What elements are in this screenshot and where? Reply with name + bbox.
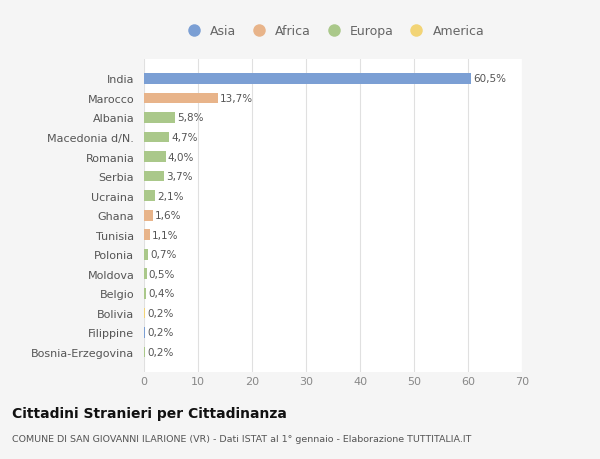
Text: COMUNE DI SAN GIOVANNI ILARIONE (VR) - Dati ISTAT al 1° gennaio - Elaborazione T: COMUNE DI SAN GIOVANNI ILARIONE (VR) - D… [12,434,472,443]
Bar [144,347,145,358]
Bar [144,74,471,84]
Text: 0,2%: 0,2% [147,308,173,318]
Bar [144,308,145,319]
Bar [144,171,164,182]
Bar [144,191,155,202]
Text: 4,7%: 4,7% [172,133,198,143]
Bar [144,288,146,299]
Bar [144,113,175,123]
Legend: Asia, Africa, Europa, America: Asia, Africa, Europa, America [182,25,484,38]
Bar [144,249,148,260]
Bar [144,327,145,338]
Text: 5,8%: 5,8% [178,113,204,123]
Text: 60,5%: 60,5% [473,74,506,84]
Text: 2,1%: 2,1% [157,191,184,201]
Text: Cittadini Stranieri per Cittadinanza: Cittadini Stranieri per Cittadinanza [12,406,287,420]
Bar [144,93,218,104]
Text: 0,5%: 0,5% [149,269,175,279]
Bar [144,230,150,241]
Bar [144,210,152,221]
Bar [144,152,166,162]
Text: 3,7%: 3,7% [166,172,193,182]
Text: 0,4%: 0,4% [148,289,175,299]
Text: 1,1%: 1,1% [152,230,179,240]
Text: 0,2%: 0,2% [147,347,173,357]
Text: 1,6%: 1,6% [155,211,181,221]
Text: 0,2%: 0,2% [147,328,173,338]
Text: 13,7%: 13,7% [220,94,253,104]
Text: 4,0%: 4,0% [168,152,194,162]
Text: 0,7%: 0,7% [150,250,176,260]
Bar [144,132,169,143]
Bar [144,269,146,280]
